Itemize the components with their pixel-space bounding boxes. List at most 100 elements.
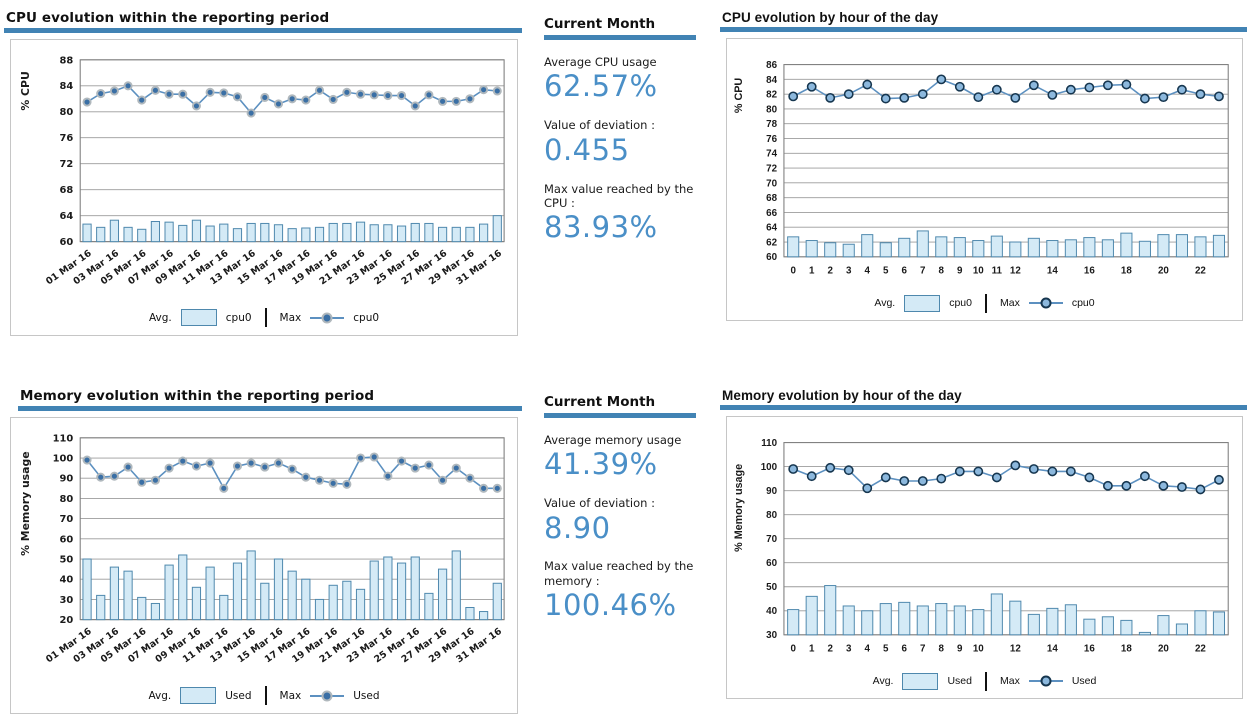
cpu-hourly-legend: Avg. cpu0 Max cpu0 [729, 288, 1240, 318]
cpu-hourly-chart-panel: 60 62 64 66 68 70 72 74 76 78 80 82 84 86% CPU 0 1 2 3 4 5 6… [726, 38, 1243, 322]
stat-value: 0.455 [544, 132, 630, 167]
svg-text:9: 9 [957, 643, 963, 654]
svg-text:18: 18 [1121, 643, 1132, 654]
memory-period-section: Memory evolution within the reporting pe… [4, 388, 522, 714]
svg-text:110: 110 [53, 433, 74, 444]
svg-text:76: 76 [766, 134, 777, 145]
svg-text:40: 40 [60, 575, 74, 586]
svg-text:2: 2 [827, 643, 833, 654]
svg-text:3: 3 [846, 265, 852, 276]
svg-text:84: 84 [60, 81, 74, 92]
svg-text:68: 68 [60, 185, 74, 196]
svg-text:64: 64 [60, 211, 74, 222]
svg-text:82: 82 [766, 90, 777, 101]
legend-avg-series: Used [947, 675, 972, 688]
legend-avg-series: cpu0 [225, 311, 252, 324]
svg-text:110: 110 [761, 438, 777, 449]
svg-text:50: 50 [766, 582, 777, 593]
svg-text:14: 14 [1047, 265, 1058, 276]
memory-period-title-rule [18, 405, 522, 411]
svg-text:2: 2 [827, 265, 833, 276]
max-line-swatch-icon [310, 311, 345, 325]
svg-text:3: 3 [846, 643, 852, 654]
svg-text:12: 12 [1010, 265, 1021, 276]
stat-label: Value of deviation : [544, 118, 655, 133]
svg-text:7: 7 [920, 265, 926, 276]
svg-text:100: 100 [761, 462, 778, 473]
cpu-stats-header: Current Month [544, 16, 656, 32]
svg-text:5: 5 [883, 643, 889, 654]
memory-hourly-title-rule [720, 404, 1247, 410]
cpu-period-legend: Avg. cpu0 Max cpu0 [13, 303, 515, 333]
svg-text:8: 8 [939, 643, 945, 654]
svg-text:20: 20 [1158, 643, 1169, 654]
memory-period-legend: Avg. Used Max Used [13, 681, 515, 711]
memory-hourly-title: Memory evolution by hour of the day [722, 387, 962, 403]
svg-text:10: 10 [973, 643, 984, 654]
svg-text:18: 18 [1121, 265, 1132, 276]
svg-text:% Memory usage: % Memory usage [19, 451, 32, 556]
svg-text:22: 22 [1195, 265, 1206, 276]
cpu-stats-rule [544, 35, 696, 40]
stat-label: Max value reached by the CPU : [544, 181, 694, 210]
svg-text:80: 80 [60, 107, 74, 118]
legend-max-prefix: Max [279, 311, 302, 324]
svg-text:80: 80 [60, 494, 74, 505]
avg-bar-swatch-icon [904, 294, 941, 312]
svg-text:70: 70 [60, 514, 74, 525]
stat-label: Average memory usage [544, 432, 682, 447]
svg-text:90: 90 [60, 474, 74, 485]
cpu-stats-panel: Current Month Average CPU usage 62.57% V… [522, 10, 720, 244]
svg-text:6: 6 [902, 265, 908, 276]
legend-divider [984, 671, 987, 691]
svg-text:% Memory usage: % Memory usage [733, 464, 745, 552]
svg-text:62: 62 [766, 237, 777, 248]
memory-stats-panel: Current Month Average memory usage 41.39… [522, 388, 720, 622]
svg-text:60: 60 [766, 558, 777, 569]
svg-text:% CPU: % CPU [19, 71, 32, 110]
svg-text:60: 60 [766, 252, 777, 263]
svg-text:80: 80 [766, 104, 777, 115]
stat-memory-deviation: Value of deviation : 8.90 [544, 496, 712, 544]
row-memory: Memory evolution within the reporting pe… [4, 388, 1247, 714]
legend-max-series: Used [1071, 675, 1097, 688]
legend-divider [984, 293, 987, 313]
memory-hourly-legend: Avg. Used Max Used [729, 666, 1240, 696]
svg-text:60: 60 [60, 534, 74, 545]
svg-text:11: 11 [992, 265, 1003, 276]
legend-avg-prefix: Avg. [148, 689, 172, 702]
svg-text:0: 0 [790, 643, 796, 654]
memory-hourly-chart-panel: 30 40 50 60 70 80 90 100 110% Memory usage 0 1 2 3 4 5… [726, 415, 1243, 700]
svg-text:90: 90 [766, 486, 777, 497]
stat-value: 8.90 [544, 510, 611, 545]
svg-text:22: 22 [1195, 643, 1206, 654]
svg-text:64: 64 [766, 223, 777, 234]
svg-text:1: 1 [809, 265, 815, 276]
max-line-swatch-icon [310, 689, 345, 703]
legend-divider [264, 686, 267, 706]
legend-max-series: cpu0 [353, 311, 380, 324]
avg-bar-swatch-icon [902, 672, 939, 690]
svg-text:72: 72 [60, 159, 74, 170]
svg-text:76: 76 [60, 133, 74, 144]
legend-avg-series: Used [225, 689, 252, 702]
svg-text:10: 10 [973, 265, 984, 276]
svg-text:12: 12 [1010, 643, 1021, 654]
svg-text:74: 74 [766, 149, 777, 160]
legend-avg-prefix: Avg. [148, 311, 172, 324]
stat-value: 83.93% [544, 210, 658, 245]
svg-text:16: 16 [1084, 265, 1095, 276]
stat-avg-cpu: Average CPU usage 62.57% [544, 55, 712, 103]
cpu-period-title-rule [4, 28, 522, 33]
memory-period-chart-panel: 20 30 40 50 60 70 80 90 100 110% Memory usage 01 M… [10, 416, 518, 714]
svg-text:9: 9 [957, 265, 963, 276]
cpu-period-title: CPU evolution within the reporting perio… [6, 10, 330, 26]
stat-avg-memory: Average memory usage 41.39% [544, 433, 712, 481]
svg-text:0: 0 [790, 265, 796, 276]
svg-text:4: 4 [865, 643, 871, 654]
svg-text:80: 80 [766, 510, 777, 521]
stat-value: 100.46% [544, 588, 677, 623]
